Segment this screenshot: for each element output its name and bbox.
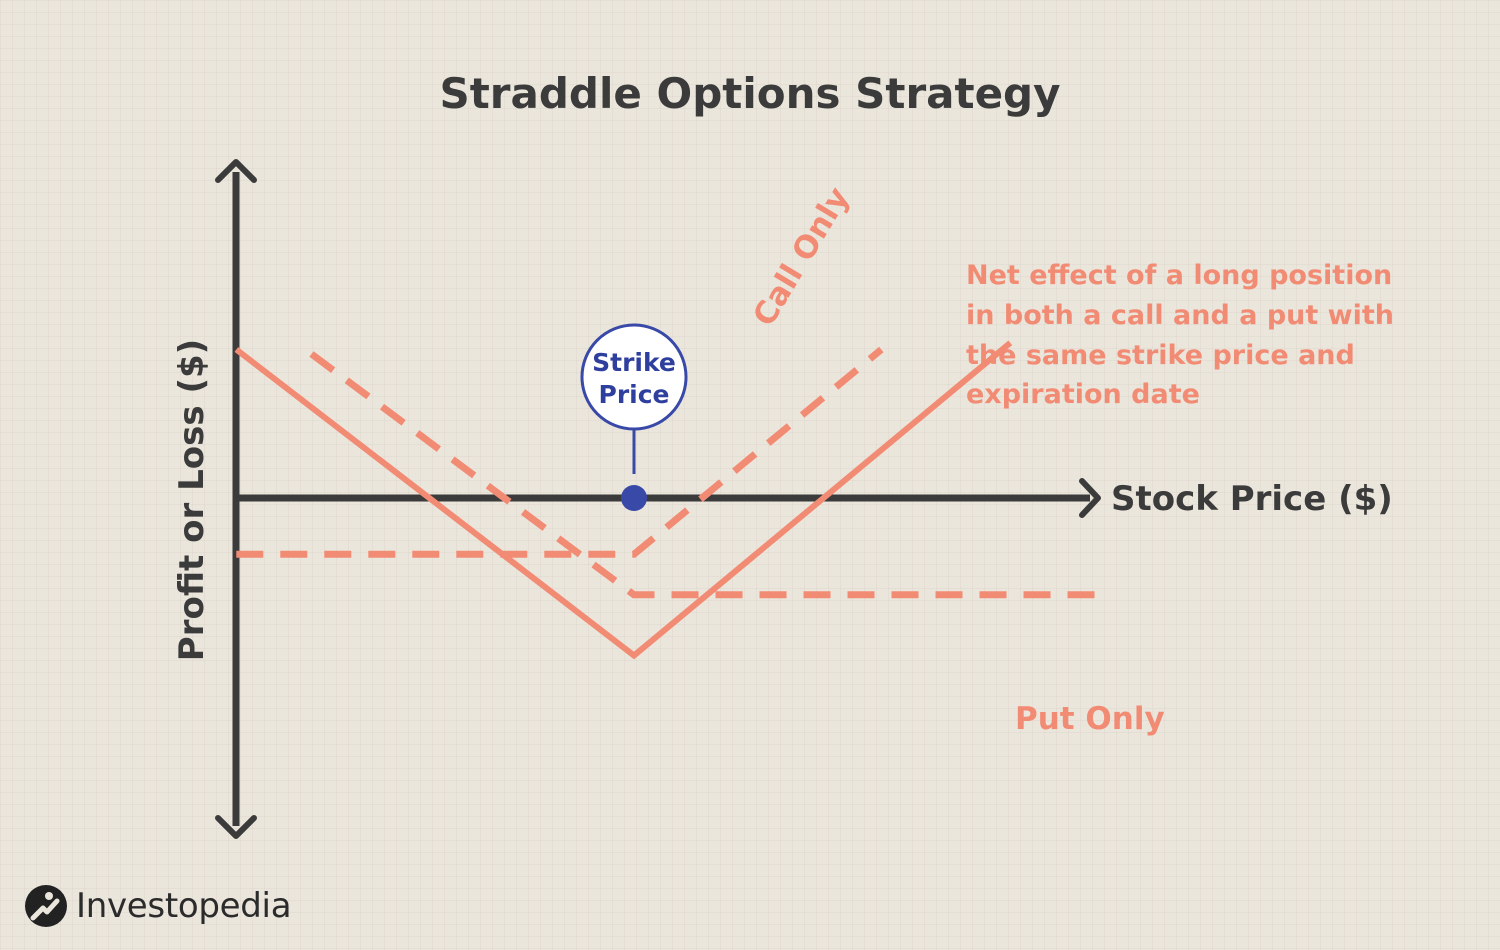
- series-layer: [234, 340, 1107, 660]
- strike-label-line-1: Strike: [592, 348, 676, 377]
- x-axis-label: Stock Price ($): [1111, 479, 1393, 519]
- note-line-3: the same strike price and: [966, 340, 1355, 371]
- chart-axes: [215, 159, 1101, 839]
- call-only-label: Call Only: [746, 181, 857, 332]
- strike-price-marker: Strike Price: [580, 323, 688, 511]
- note-line-1: Net effect of a long position: [966, 260, 1392, 291]
- put-only-label: Put Only: [1015, 701, 1165, 737]
- note-line-4: expiration date: [966, 379, 1200, 410]
- brand-name: Investopedia: [76, 886, 292, 926]
- strike-point: [621, 485, 647, 511]
- y-axis-arrow-down-icon: [215, 815, 257, 839]
- y-axis-arrow-up-icon: [215, 159, 257, 183]
- strike-label-line-2: Price: [599, 380, 670, 409]
- note-line-2: in both a call and a put with: [966, 300, 1394, 331]
- investopedia-logo-icon: [25, 885, 67, 927]
- x-axis-arrow-icon: [1079, 478, 1101, 518]
- y-axis-label: Profit or Loss ($): [172, 339, 212, 661]
- investopedia-logo: Investopedia: [24, 884, 292, 928]
- put-only-line: [309, 351, 1107, 599]
- chart-title: Straddle Options Strategy: [439, 69, 1060, 118]
- call-only-line: [236, 346, 884, 558]
- annotation-note: Net effect of a long position in both a …: [966, 260, 1394, 410]
- straddle-net-line: [234, 340, 1013, 660]
- strike-badge: [580, 323, 688, 431]
